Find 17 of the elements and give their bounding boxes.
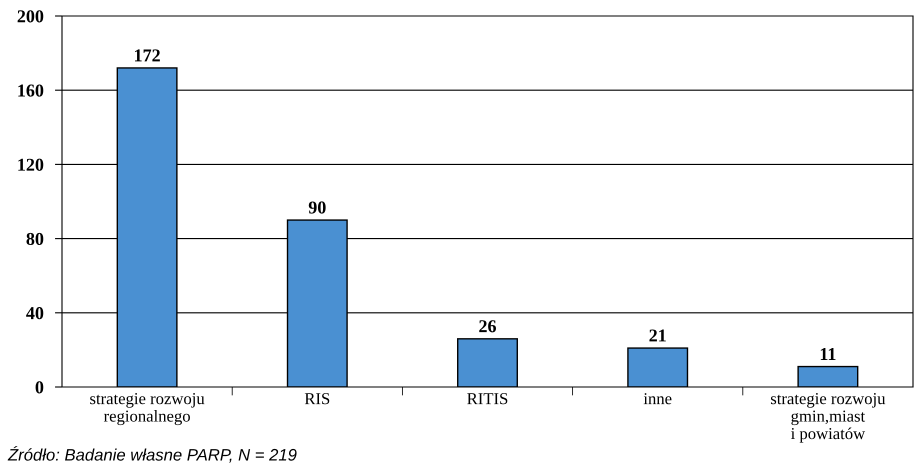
y-tick-label: 200: [18, 10, 44, 22]
y-tick-label: 0: [36, 381, 44, 394]
x-tick-label: strategie rozwoju regionalnego: [90, 393, 204, 426]
y-tick-label: 160: [18, 84, 44, 97]
data-label: 21: [649, 329, 666, 342]
x-tick-label: strategie rozwoju gmin,miast i powiatów: [770, 393, 886, 443]
data-label: 90: [308, 201, 326, 214]
y-tick-label: 120: [18, 158, 44, 171]
x-tick-label: inne: [644, 393, 672, 404]
data-label: 172: [135, 49, 160, 62]
y-tick-label: 40: [26, 307, 44, 320]
data-label: 11: [820, 348, 836, 360]
y-tick-label: 80: [26, 232, 44, 246]
data-label: 26: [479, 320, 496, 332]
x-tick-label: RITIS: [467, 393, 508, 404]
text: Źródło: Badanie własne PARP, N = 219: [8, 446, 297, 463]
x-tick-label: RIS: [304, 393, 330, 404]
